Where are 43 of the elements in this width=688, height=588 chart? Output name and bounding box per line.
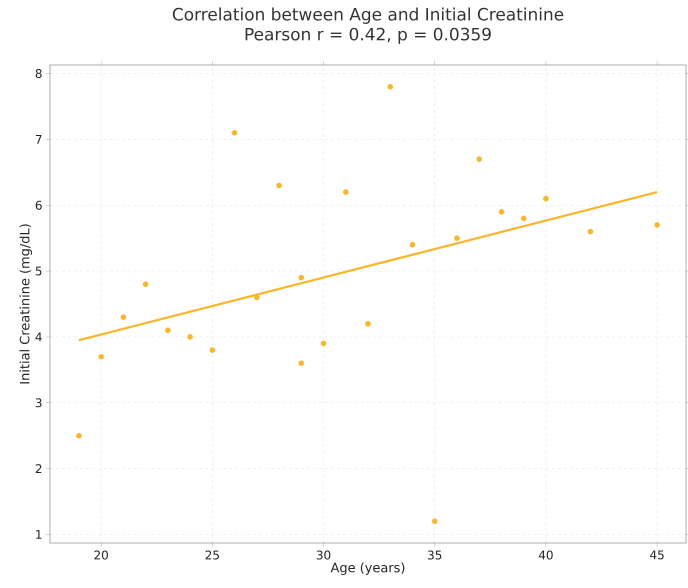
point xyxy=(98,354,104,360)
point xyxy=(342,189,349,195)
point xyxy=(520,216,526,222)
point xyxy=(476,156,482,162)
point xyxy=(210,347,216,353)
point xyxy=(410,242,416,248)
y-tick-label: 5 xyxy=(36,266,42,276)
point xyxy=(320,340,326,346)
point xyxy=(654,222,660,228)
y-tick-label: 6 xyxy=(36,200,42,210)
x-tick-label: 45 xyxy=(650,550,664,560)
point xyxy=(232,130,238,136)
point xyxy=(543,196,549,202)
x-tick-label: 40 xyxy=(538,550,553,560)
y-tick-label: 4 xyxy=(35,332,42,342)
point xyxy=(120,314,126,320)
x-tick-label: 30 xyxy=(316,550,330,560)
chart-title: Correlation between Age and Initial Creatinine xyxy=(172,8,564,24)
point xyxy=(142,281,148,288)
x-tick-label: 35 xyxy=(428,550,442,560)
y-tick-label: 1 xyxy=(36,530,42,539)
x-axis-title: Age (years) xyxy=(330,562,404,575)
point xyxy=(276,182,282,188)
point xyxy=(254,294,260,300)
point xyxy=(298,360,304,366)
point xyxy=(165,328,171,334)
point xyxy=(365,320,371,327)
chart-subtitle: Pearson r = 0.42, p = 0.0359 xyxy=(246,28,491,44)
point xyxy=(432,518,438,524)
y-tick-label: 3 xyxy=(36,398,42,408)
point xyxy=(76,432,82,438)
y-axis-title: Initial Creatinine (mg/dL) xyxy=(19,224,32,384)
point xyxy=(588,228,594,234)
point xyxy=(187,334,193,340)
point xyxy=(298,274,304,280)
y-tick-label: 2 xyxy=(36,464,42,474)
point xyxy=(387,84,394,90)
y-tick-label: 7 xyxy=(36,135,42,144)
point xyxy=(454,235,460,241)
point xyxy=(498,209,504,215)
x-tick-label: 20 xyxy=(94,550,108,560)
x-tick-label: 25 xyxy=(206,550,219,560)
y-tick-label: 8 xyxy=(36,69,42,78)
